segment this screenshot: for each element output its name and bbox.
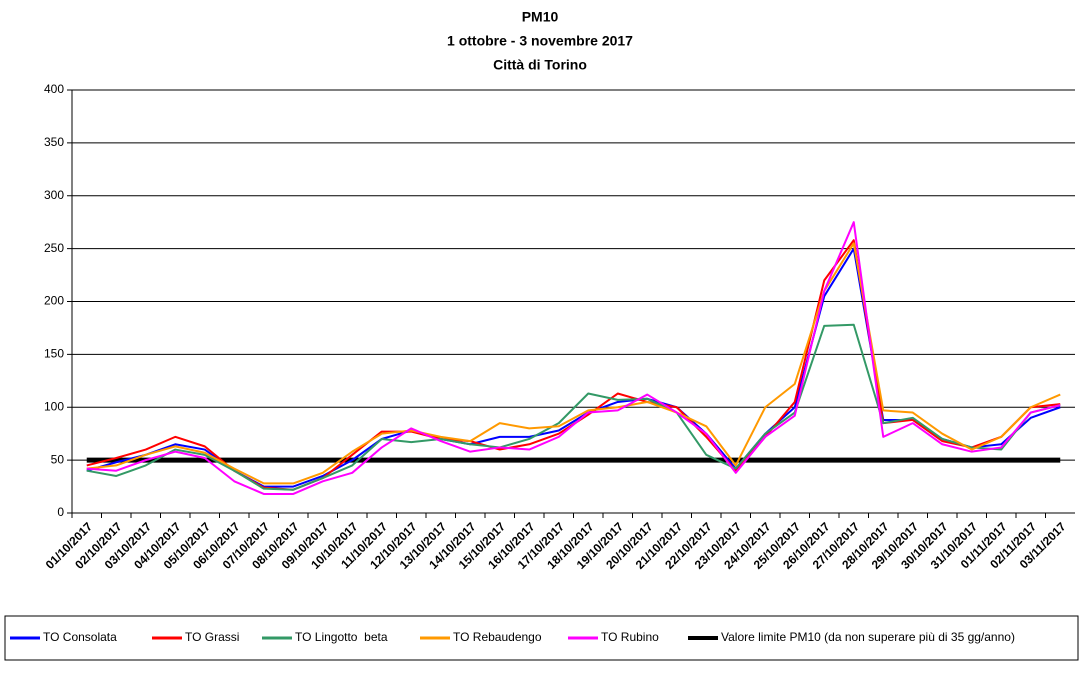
y-tick-label: 50 xyxy=(51,452,65,466)
legend-label: TO Rebaudengo xyxy=(453,630,542,644)
y-tick-label: 400 xyxy=(44,82,64,96)
series-line xyxy=(86,323,1061,491)
y-tick-label: 300 xyxy=(44,188,64,202)
y-tick-label: 350 xyxy=(44,135,64,149)
chart-title: PM10 xyxy=(522,9,559,25)
legend-label: TO Lingotto beta xyxy=(295,630,388,644)
series-line xyxy=(86,247,1061,488)
series-line xyxy=(86,242,1061,485)
legend-label: TO Consolata xyxy=(43,630,117,644)
legend-box xyxy=(4,615,1079,661)
chart-subtitle: Città di Torino xyxy=(493,57,587,73)
legend-label: TO Rubino xyxy=(601,630,659,644)
y-tick-label: 250 xyxy=(44,241,64,255)
y-tick-label: 0 xyxy=(57,505,64,519)
series-line xyxy=(86,221,1061,495)
legend-label: Valore limite PM10 (da non superare più … xyxy=(721,630,1015,644)
y-tick-label: 100 xyxy=(44,399,64,413)
chart-subtitle: 1 ottobre - 3 novembre 2017 xyxy=(447,33,633,49)
series-line xyxy=(86,239,1061,491)
legend-label: TO Grassi xyxy=(185,630,239,644)
y-tick-label: 200 xyxy=(44,294,64,308)
y-tick-label: 150 xyxy=(44,347,64,361)
